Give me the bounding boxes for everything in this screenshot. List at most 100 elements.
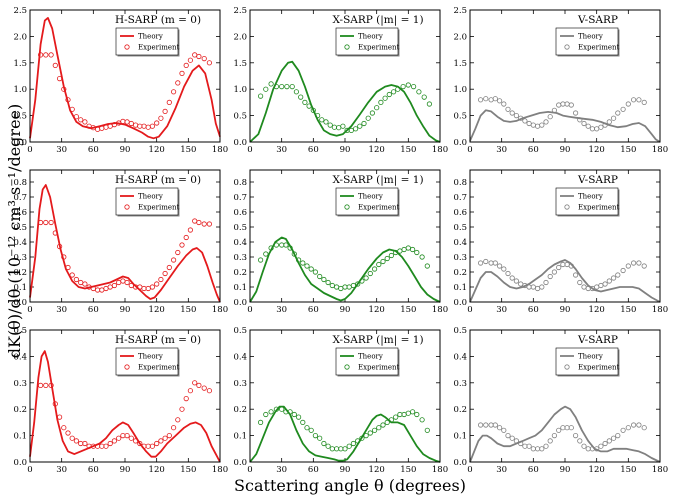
experiment-point bbox=[293, 89, 299, 95]
experiment-point bbox=[284, 84, 290, 90]
experiment-point bbox=[268, 245, 274, 251]
y-tick-label: 2.0 bbox=[13, 32, 27, 42]
experiment-point bbox=[564, 425, 570, 431]
x-tick-label: 90 bbox=[560, 465, 571, 475]
experiment-point bbox=[257, 93, 264, 99]
experiment-point bbox=[187, 388, 193, 394]
experiment-point bbox=[279, 242, 285, 248]
x-tick-label: 120 bbox=[369, 305, 385, 315]
experiment-point bbox=[48, 52, 54, 58]
y-tick-label: 0.3 bbox=[13, 379, 27, 389]
experiment-point bbox=[325, 279, 331, 286]
experiment-point bbox=[581, 120, 587, 127]
experiment-point bbox=[321, 440, 327, 447]
plot-frame bbox=[249, 9, 441, 143]
experiment-point bbox=[201, 55, 207, 62]
experiment-point bbox=[636, 97, 642, 103]
experiment-point bbox=[338, 285, 344, 292]
panel-2-0: 0 30 60 90 120 150 180 0.0 0.1 0.2 0.3 0.4 0.5 H-SARP… bbox=[13, 326, 228, 475]
experiment-point bbox=[257, 419, 264, 425]
experiment-point bbox=[352, 126, 359, 132]
experiment-point bbox=[116, 279, 122, 286]
x-tick-label: 150 bbox=[180, 145, 196, 155]
experiment-point bbox=[577, 117, 583, 123]
experiment-point bbox=[577, 438, 583, 444]
experiment-point bbox=[346, 443, 352, 449]
y-tick-label: 0.3 bbox=[233, 253, 247, 263]
y-tick-label: 0.1 bbox=[233, 432, 247, 442]
experiment-point bbox=[99, 287, 105, 293]
experiment-point bbox=[390, 89, 397, 95]
theory-series-line bbox=[469, 259, 661, 303]
experiment-point bbox=[483, 96, 489, 102]
y-tick-label: 0.7 bbox=[233, 193, 247, 203]
experiment-point bbox=[397, 248, 403, 254]
x-tick-label: 60 bbox=[308, 305, 319, 315]
experiment-point bbox=[43, 52, 49, 58]
y-tick-label: 0.5 bbox=[233, 326, 247, 336]
experiment-point bbox=[526, 284, 532, 290]
experiment-point bbox=[187, 57, 193, 63]
experiment-point bbox=[340, 123, 346, 129]
experiment-point bbox=[376, 425, 382, 431]
plot-frame bbox=[469, 329, 661, 463]
experiment-point bbox=[61, 86, 67, 92]
experiment-point bbox=[111, 438, 118, 444]
y-tick-label: 0.0 bbox=[233, 458, 247, 468]
y-tick-label: 1.0 bbox=[233, 85, 247, 95]
panel-title: H-SARP (m = 0) bbox=[115, 174, 201, 186]
experiment-point bbox=[145, 124, 151, 130]
experiment-point bbox=[124, 119, 130, 125]
experiment-point bbox=[279, 406, 285, 412]
experiment-point bbox=[65, 430, 71, 436]
y-tick-label: 1.0 bbox=[13, 85, 27, 95]
experiment-point bbox=[166, 99, 172, 106]
experiment-point bbox=[73, 276, 80, 283]
experiment-point bbox=[350, 440, 356, 447]
experiment-point bbox=[505, 432, 511, 439]
legend-box bbox=[555, 187, 619, 216]
experiment-point bbox=[183, 395, 189, 402]
experiment-point bbox=[568, 263, 574, 269]
experiment-point bbox=[304, 425, 310, 431]
experiment-point bbox=[37, 219, 44, 226]
legend-theory-label: Theory bbox=[578, 353, 603, 361]
x-tick-label: 60 bbox=[88, 465, 99, 475]
experiment-point bbox=[48, 219, 54, 226]
experiment-point bbox=[69, 272, 75, 278]
experiment-point bbox=[302, 99, 308, 106]
experiment-point bbox=[513, 278, 520, 284]
experiment-point bbox=[560, 101, 566, 107]
experiment-point bbox=[534, 285, 541, 292]
experiment-point bbox=[128, 282, 134, 289]
experiment-point bbox=[61, 254, 67, 260]
legend-theory-label: Theory bbox=[578, 33, 603, 41]
experiment-point bbox=[82, 119, 88, 125]
legend-theory-label: Theory bbox=[358, 193, 383, 201]
experiment-point bbox=[133, 438, 139, 444]
legend-box bbox=[335, 347, 399, 376]
y-tick-label: 0.2 bbox=[453, 405, 467, 415]
experiment-point bbox=[73, 438, 80, 444]
experiment-point bbox=[630, 260, 637, 266]
experiment-point bbox=[641, 425, 647, 431]
experiment-point bbox=[300, 260, 306, 266]
experiment-point bbox=[530, 446, 536, 452]
experiment-point bbox=[82, 281, 88, 287]
y-tick-label: 0.3 bbox=[13, 253, 27, 263]
experiment-point bbox=[483, 258, 489, 265]
experiment-point bbox=[263, 251, 269, 257]
experiment-point bbox=[95, 287, 101, 293]
experiment-point bbox=[78, 117, 84, 123]
experiment-point bbox=[312, 269, 318, 275]
y-tick-label: 0.0 bbox=[453, 298, 467, 308]
experiment-point bbox=[401, 411, 407, 418]
x-tick-label: 0 bbox=[247, 145, 252, 155]
experiment-point bbox=[585, 446, 591, 452]
experiment-point bbox=[124, 432, 130, 439]
experiment-point bbox=[321, 276, 327, 283]
y-tick-label: 0.0 bbox=[233, 138, 247, 148]
x-tick-label: 0 bbox=[27, 145, 32, 155]
experiment-point bbox=[175, 417, 181, 423]
